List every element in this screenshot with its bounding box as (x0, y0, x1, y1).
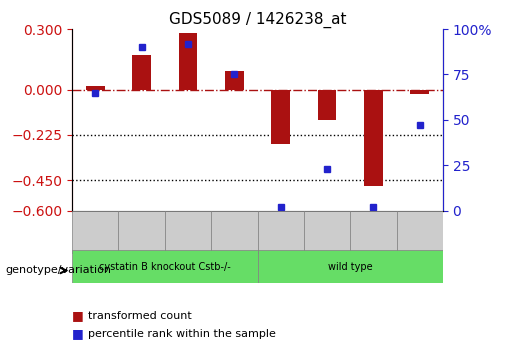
Text: transformed count: transformed count (88, 311, 191, 321)
Bar (179, 33, 197, 90)
FancyBboxPatch shape (211, 211, 258, 254)
Text: genotype/variation: genotype/variation (5, 265, 111, 276)
FancyBboxPatch shape (304, 211, 350, 254)
FancyBboxPatch shape (72, 211, 118, 254)
Title: GDS5089 / 1426238_at: GDS5089 / 1426238_at (169, 12, 346, 28)
FancyBboxPatch shape (118, 211, 165, 254)
FancyBboxPatch shape (258, 250, 443, 283)
Bar (86, 86, 105, 90)
Text: ■: ■ (72, 327, 84, 340)
FancyBboxPatch shape (397, 211, 443, 254)
Bar (132, 55, 151, 90)
FancyBboxPatch shape (165, 211, 211, 254)
Text: percentile rank within the sample: percentile rank within the sample (88, 329, 276, 339)
FancyBboxPatch shape (258, 211, 304, 254)
Bar (410, 90, 429, 94)
Bar (318, 90, 336, 120)
Bar (271, 90, 290, 144)
FancyBboxPatch shape (72, 250, 258, 283)
Bar (364, 90, 383, 186)
Text: wild type: wild type (328, 262, 372, 272)
FancyBboxPatch shape (350, 211, 397, 254)
Text: ■: ■ (72, 309, 84, 322)
Text: cystatin B knockout Cstb-/-: cystatin B knockout Cstb-/- (99, 262, 231, 272)
Bar (225, 72, 244, 90)
